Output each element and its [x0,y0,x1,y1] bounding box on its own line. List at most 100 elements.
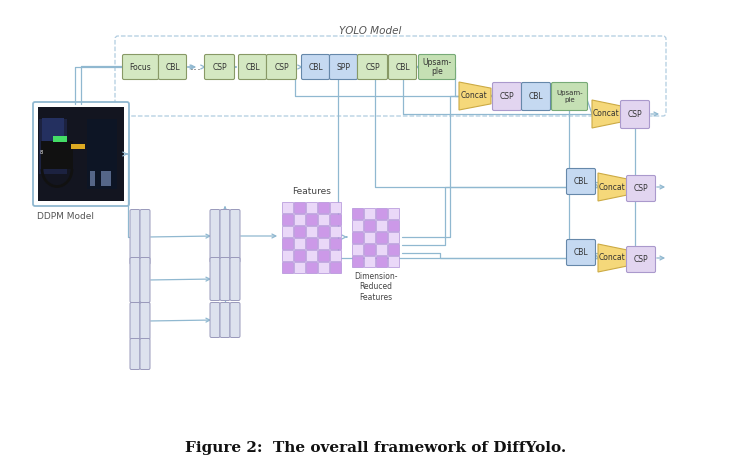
Bar [318,214,329,225]
Bar [306,250,317,261]
Text: Concat: Concat [599,183,626,192]
FancyBboxPatch shape [626,247,656,273]
FancyBboxPatch shape [266,55,296,80]
Text: Concat: Concat [461,91,488,101]
Text: Upsam-
ple: Upsam- ple [556,90,583,103]
Text: CSP: CSP [628,110,642,119]
FancyBboxPatch shape [357,55,387,80]
Text: CBL: CBL [165,62,180,71]
Bar [330,238,341,249]
Bar [294,262,305,273]
Text: ...: ... [190,61,202,74]
Bar [306,214,317,225]
Bar [352,244,363,255]
Bar [282,226,293,237]
Text: CSP: CSP [634,255,648,264]
Bar [388,244,399,255]
Text: CBL: CBL [245,62,259,71]
Bar [306,202,317,213]
Bar [282,262,293,273]
FancyBboxPatch shape [329,55,357,80]
Bar [306,226,317,237]
FancyBboxPatch shape [230,302,240,337]
FancyBboxPatch shape [220,210,230,262]
Bar [330,250,341,261]
Bar [330,202,341,213]
FancyBboxPatch shape [210,258,220,301]
Bar [41,141,73,169]
Bar [318,202,329,213]
Bar [388,208,399,219]
Bar [376,220,387,231]
Bar [330,226,341,237]
Bar [306,262,317,273]
Bar [38,107,124,201]
Bar [364,244,375,255]
Bar [87,119,117,189]
FancyBboxPatch shape [159,55,186,80]
FancyBboxPatch shape [230,210,240,262]
Bar [376,244,387,255]
Bar [318,250,329,261]
FancyBboxPatch shape [626,176,656,201]
Bar [388,256,399,267]
Bar [306,238,317,249]
Text: Figure 2:  The overall framework of DiffYolo.: Figure 2: The overall framework of DiffY… [186,441,566,455]
FancyBboxPatch shape [130,258,140,302]
Bar [352,256,363,267]
Text: CBL: CBL [308,62,323,71]
Bar [364,256,375,267]
Bar [352,208,363,219]
Text: Features: Features [293,187,332,196]
FancyBboxPatch shape [130,210,140,265]
Bar [42,118,64,156]
FancyBboxPatch shape [210,302,220,337]
FancyBboxPatch shape [205,55,235,80]
Bar [318,226,329,237]
Bar [376,232,387,243]
FancyBboxPatch shape [620,101,650,129]
Bar [388,232,399,243]
Bar [330,214,341,225]
Bar [376,208,387,219]
FancyBboxPatch shape [140,210,150,265]
Bar [388,220,399,231]
Text: CBL: CBL [529,92,543,101]
FancyBboxPatch shape [140,302,150,340]
FancyBboxPatch shape [493,82,521,110]
Text: SPP: SPP [336,62,350,71]
Text: Dimension-
Reduced
Features: Dimension- Reduced Features [354,272,398,302]
FancyBboxPatch shape [220,302,230,337]
Bar [294,226,305,237]
FancyBboxPatch shape [140,338,150,370]
Bar [101,171,111,186]
FancyBboxPatch shape [521,82,550,110]
Bar [282,250,293,261]
FancyBboxPatch shape [238,55,266,80]
FancyBboxPatch shape [130,302,140,340]
FancyBboxPatch shape [140,258,150,302]
FancyBboxPatch shape [33,102,129,206]
Text: Concat: Concat [593,110,620,118]
Bar [71,144,85,149]
Text: DDPM Model: DDPM Model [37,212,94,221]
Text: CBL: CBL [574,248,588,257]
Bar [364,220,375,231]
FancyBboxPatch shape [130,338,140,370]
FancyBboxPatch shape [389,55,417,80]
Polygon shape [598,173,628,201]
Text: 8: 8 [40,150,43,155]
Bar [318,238,329,249]
FancyBboxPatch shape [220,258,230,301]
Bar [39,119,67,174]
Text: Focus: Focus [129,62,151,71]
Text: Upsam-
ple: Upsam- ple [423,58,452,76]
Bar [364,232,375,243]
FancyBboxPatch shape [123,55,159,80]
Bar [294,238,305,249]
Text: CBL: CBL [574,177,588,186]
Bar [376,256,387,267]
Bar [282,238,293,249]
Bar [294,202,305,213]
Bar [352,232,363,243]
